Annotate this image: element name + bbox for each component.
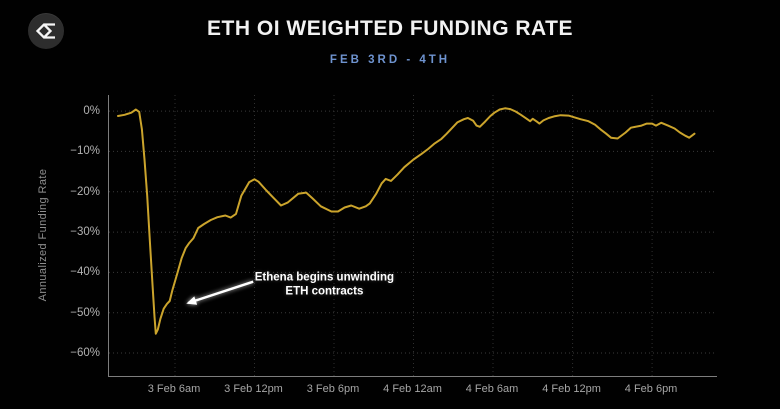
chart-title: ETH OI WEIGHTED FUNDING RATE: [207, 17, 573, 40]
annotation-arrow: [186, 280, 254, 305]
y-tick-label: 0%: [83, 105, 100, 118]
annotation-line-1: Ethena begins unwinding: [254, 271, 395, 284]
x-tick-label: 4 Feb 6am: [465, 383, 519, 395]
x-tick-label: 4 Feb 12pm: [542, 383, 601, 395]
velo-logo: [28, 13, 64, 49]
y-tick-label: −50%: [70, 306, 100, 319]
x-tick-label: 3 Feb 6pm: [306, 383, 360, 395]
annotation: Ethena begins unwinding ETH contracts: [255, 272, 394, 299]
funding-rate-line: [117, 107, 696, 335]
chart-subtitle: FEB 3RD - 4TH: [329, 54, 451, 66]
y-tick-label: −10%: [70, 145, 100, 158]
x-tick-label: 4 Feb 12am: [383, 383, 442, 395]
x-tick-label: 3 Feb 6am: [147, 383, 201, 395]
chart-svg: [109, 95, 717, 376]
x-tick-label: 4 Feb 6pm: [624, 383, 678, 395]
plot-area: [108, 95, 717, 377]
y-tick-label: −20%: [70, 185, 100, 198]
y-tick-label: −30%: [70, 226, 100, 239]
y-tick-label: −60%: [70, 347, 100, 360]
sigma-diamond-icon: [35, 23, 55, 39]
gridlines: [109, 95, 717, 376]
y-tick-label: −40%: [70, 266, 100, 279]
annotation-line-2: ETH contracts: [285, 285, 364, 298]
x-tick-label: 3 Feb 12pm: [224, 383, 283, 395]
